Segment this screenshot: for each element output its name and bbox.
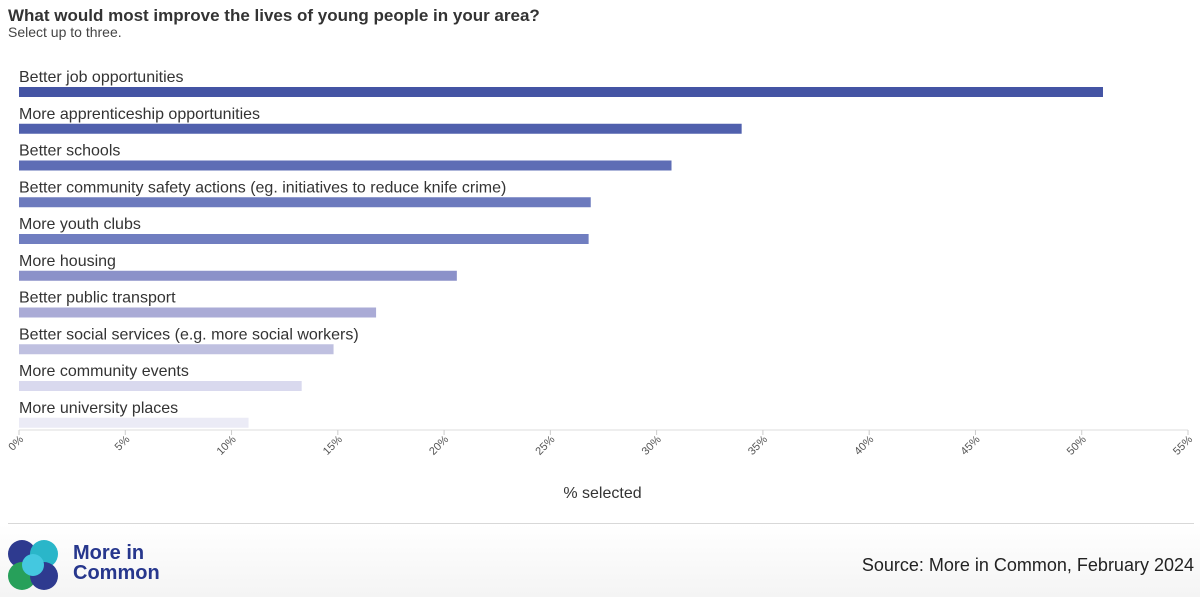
x-tick-label: 55% [1171, 433, 1195, 457]
bar [19, 270, 457, 281]
bar [19, 160, 672, 171]
x-tick-label: 40% [852, 433, 876, 457]
more-in-common-logo-icon [8, 540, 58, 590]
category-label: More youth clubs [19, 216, 141, 233]
brand-line-1: More in [73, 542, 145, 564]
x-tick-label: 5% [113, 433, 133, 453]
bar [19, 123, 742, 134]
category-label: More university places [19, 400, 178, 417]
bar [19, 197, 591, 208]
category-label: More apprenticeship opportunities [19, 106, 260, 123]
x-tick-label: 35% [746, 433, 770, 457]
brand-line-2: Common [73, 562, 160, 584]
x-tick-label: 20% [427, 433, 451, 457]
category-label: Better schools [19, 143, 120, 160]
x-axis-ticks: 0% 5% 10% 15% 20% 25% 30% 35% 40% 45% 50% 55% [6, 430, 1195, 458]
footer-divider [8, 523, 1194, 524]
bar [19, 417, 249, 428]
x-tick-label: 15% [321, 433, 345, 457]
x-tick-label: 10% [215, 433, 239, 457]
x-tick-label: 30% [640, 433, 664, 457]
bar [19, 344, 334, 355]
x-tick-label: 45% [959, 433, 983, 457]
category-label: Better community safety actions (eg. ini… [19, 179, 506, 196]
x-axis-title: % selected [563, 485, 641, 502]
x-tick-label: 0% [6, 433, 26, 453]
source-note: Source: More in Common, February 2024 [861, 555, 1194, 575]
logo-center [22, 554, 44, 576]
category-label: Better job opportunities [19, 69, 184, 86]
bar [19, 307, 377, 318]
bar [19, 234, 589, 244]
x-tick-label: 50% [1065, 433, 1089, 457]
category-label: Better public transport [19, 290, 176, 307]
bar [19, 381, 302, 391]
chart-title: What would most improve the lives of you… [8, 6, 540, 25]
bar-chart: Better job opportunities More apprentices… [6, 69, 1195, 502]
category-label: More housing [19, 253, 116, 270]
category-label: More community events [19, 363, 189, 380]
brand-wordmark: More in Common [73, 543, 160, 583]
chart-subtitle: Select up to three. [8, 24, 122, 40]
footer-background [0, 524, 1200, 597]
category-label: Better social services (e.g. more social… [19, 326, 359, 343]
x-tick-label: 25% [533, 433, 557, 457]
bar [19, 87, 1103, 97]
bars-layer: Better job opportunities More apprentices… [19, 69, 1103, 428]
